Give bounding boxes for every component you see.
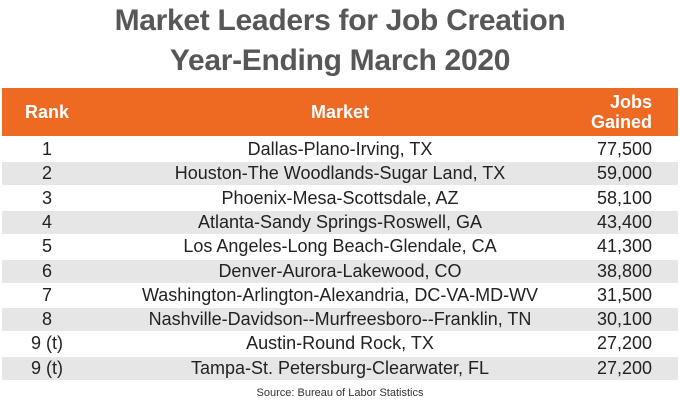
header-cell: Market — [310, 102, 370, 122]
market-cell: Tampa-St. Petersburg-Clearwater, FL — [190, 357, 490, 378]
rank-cell: 9 (t) — [30, 357, 63, 378]
market-cell: Houston-The Woodlands-Sugar Land, TX — [174, 163, 506, 184]
market-cell: Dallas-Plano-Irving, TX — [247, 139, 433, 159]
table-row: 3 Phoenix-Mesa-Scottsdale, AZ 58,100 — [2, 186, 678, 210]
rank-cell: 2 — [41, 163, 52, 184]
jobs-cell: 43,400 — [596, 211, 652, 232]
rank-cell: 9 (t) — [30, 333, 63, 354]
rank-cell: 8 — [41, 309, 52, 330]
jobs-cell: 27,200 — [596, 333, 652, 354]
jobs-cell: 59,000 — [596, 163, 652, 184]
title-line: Market Leaders for Job Creation — [114, 4, 566, 37]
market-cell: Phoenix-Mesa-Scottsdale, AZ — [221, 187, 459, 208]
rank-cell: 7 — [41, 284, 52, 305]
rank-cell: 1 — [41, 139, 52, 159]
table-header: Rank Market Jobs Gained — [2, 88, 678, 136]
jobs-cell: 77,500 — [596, 139, 652, 159]
table-row: 9 (t) Tampa-St. Petersburg-Clearwater, FL… — [2, 356, 678, 380]
jobs-cell: 31,500 — [596, 284, 652, 305]
rank-cell: 6 — [41, 260, 52, 281]
table-row: 9 (t) Austin-Round Rock, TX 27,200 — [2, 332, 678, 356]
rank-cell: 5 — [41, 236, 52, 257]
table-row: 5 Los Angeles-Long Beach-Glendale, CA 41,3… — [2, 235, 678, 259]
table-row: 2 Houston-The Woodlands-Sugar Land, TX 59,… — [2, 162, 678, 186]
rank-cell: 4 — [41, 211, 52, 232]
market-cell: Los Angeles-Long Beach-Glendale, CA — [183, 236, 497, 257]
market-cell: Denver-Aurora-Lakewood, CO — [218, 260, 462, 281]
header-cell: Rank — [24, 102, 69, 122]
rank-cell: 3 — [41, 187, 52, 208]
jobs-cell: 58,100 — [596, 187, 652, 208]
jobs-cell: 27,200 — [596, 357, 652, 378]
market-cell: Nashville-Davidson--Murfreesboro--Frankl… — [148, 309, 532, 330]
jobs-cell: 38,800 — [596, 260, 652, 281]
table-row: 7 Washington-Arlington-Alexandria, DC-VA-… — [2, 283, 678, 307]
table-row: 1 Dallas-Plano-Irving, TX 77,500 — [2, 138, 678, 161]
header-cell: Jobs Gained — [590, 92, 652, 132]
jobs-cell: 41,300 — [596, 236, 652, 257]
title-line: Year-Ending March 2020 — [169, 44, 511, 77]
jobs-cell: 30,100 — [596, 309, 652, 330]
market-cell: Austin-Round Rock, TX — [246, 333, 434, 354]
table-row: 8 Nashville-Davidson--Murfreesboro--Frank… — [2, 308, 678, 332]
source: Source: Bureau of Labor Statistics — [256, 387, 424, 399]
market-cell: Washington-Arlington-Alexandria, DC-VA-M… — [141, 284, 539, 305]
table-row: 4 Atlanta-Sandy Springs-Roswell, GA 43,400 — [2, 210, 678, 234]
table-row: 6 Denver-Aurora-Lakewood, CO 38,800 — [2, 259, 678, 283]
market-cell: Atlanta-Sandy Springs-Roswell, GA — [197, 211, 483, 232]
